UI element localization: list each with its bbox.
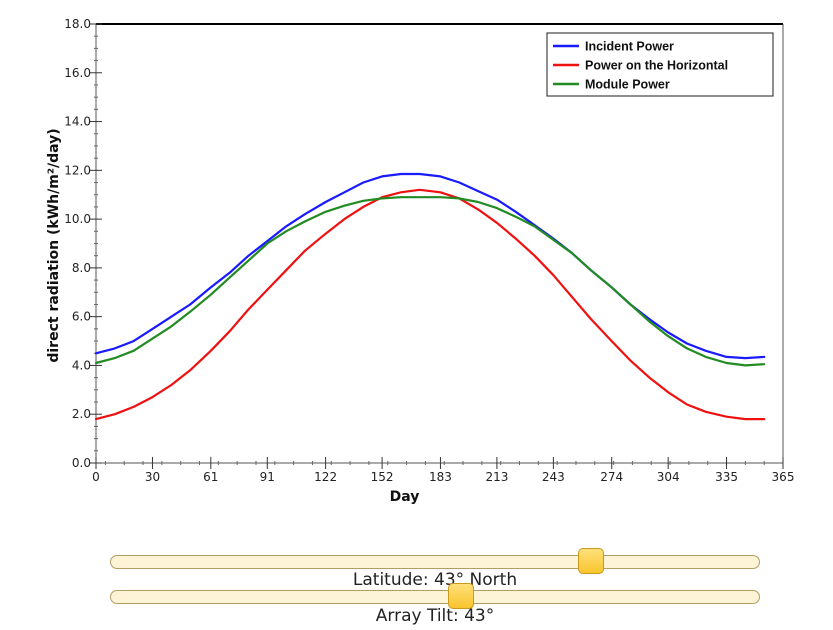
legend-label-3: Module Power [585, 78, 670, 92]
tilt-label: Array Tilt: 43° [375, 606, 495, 626]
x-tick-label: 61 [203, 470, 218, 484]
x-tick-label: 30 [145, 470, 160, 484]
x-tick-label: 213 [485, 470, 508, 484]
x-axis-title: Day [390, 489, 420, 505]
x-tick-label: 183 [429, 470, 452, 484]
legend-box [546, 32, 774, 97]
latitude-slider-thumb[interactable] [578, 548, 604, 574]
latitude-slider-track[interactable] [110, 555, 760, 569]
x-tick-label: 152 [371, 470, 394, 484]
chart-axes: 0.0 2.0 4.0 6.0 8.0 10.0 12.0 14.0 16.0 18.0 0 30 61… [46, 17, 794, 505]
x-tick-label: 0 [92, 470, 100, 484]
x-tick-label: 365 [772, 470, 795, 484]
y-tick-label: 12.0 [64, 163, 91, 177]
y-tick-label: 18.0 [64, 17, 91, 31]
x-tick-label: 91 [260, 470, 275, 484]
tilt-slider[interactable] [110, 583, 760, 609]
series-line-2 [94, 188, 766, 421]
tilt-slider-track[interactable] [110, 590, 760, 604]
x-tick-label: 335 [715, 470, 738, 484]
y-tick-label: 10.0 [64, 212, 91, 226]
series-line-3 [94, 196, 766, 367]
y-tick-label: 14.0 [64, 115, 91, 129]
y-tick-label: 8.0 [72, 261, 91, 275]
x-tick-label: 304 [657, 470, 680, 484]
chart-legend: Incident Power Power on the Horizontal Mod… [546, 32, 774, 97]
latitude-slider[interactable] [110, 548, 760, 574]
tilt-slider-thumb[interactable] [448, 583, 474, 609]
radiation-chart: 0.0 2.0 4.0 6.0 8.0 10.0 12.0 14.0 16.0 18.0 0 30 61… [46, 17, 794, 505]
legend-label-1: Incident Power [585, 40, 674, 54]
legend-label-2: Power on the Horizontal [585, 59, 728, 73]
x-tick-label: 122 [314, 470, 337, 484]
latitude-label: Latitude: 43° North [352, 570, 518, 590]
y-tick-label: 16.0 [64, 66, 91, 80]
x-tick-label: 274 [600, 470, 623, 484]
series-line-1 [94, 172, 766, 360]
x-tick-label: 243 [542, 470, 565, 484]
chart-plot-area [94, 172, 766, 421]
y-tick-label: 0.0 [72, 456, 91, 470]
y-axis-title: direct radiation (kWh/m²/day) [46, 128, 62, 362]
y-tick-label: 2.0 [72, 407, 91, 421]
y-tick-label: 4.0 [72, 358, 91, 372]
y-tick-label: 6.0 [72, 310, 91, 324]
